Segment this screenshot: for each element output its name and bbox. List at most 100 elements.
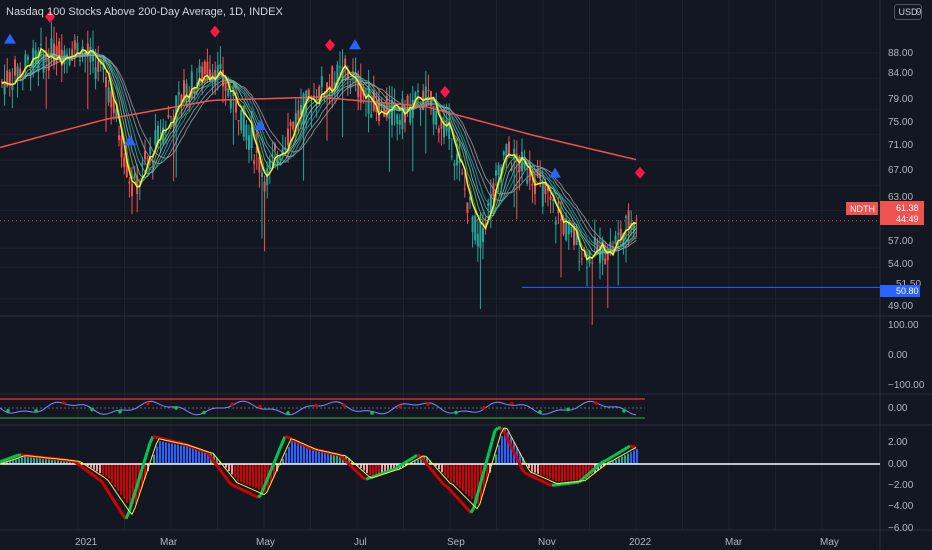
histogram-bar <box>237 464 239 482</box>
candle-body <box>560 219 562 221</box>
ribbon-line <box>1 49 637 259</box>
candle-body <box>554 221 557 225</box>
signal-up-triangle <box>254 119 266 130</box>
histogram-bar <box>132 464 134 504</box>
wave-segment <box>5 457 10 462</box>
currency-button[interactable]: USD <box>894 4 922 20</box>
price-tick: 88.00 <box>888 48 913 59</box>
time-label: 2022 <box>629 537 652 548</box>
candle-body <box>149 147 152 154</box>
wave-segment <box>308 446 313 451</box>
candle-body <box>6 70 9 87</box>
candle-body <box>424 86 427 99</box>
wave-segment <box>448 488 455 495</box>
wave-segment <box>245 490 250 495</box>
wave-segment <box>11 454 16 459</box>
histogram-bar <box>495 454 497 464</box>
price-tick: 67.00 <box>888 165 913 176</box>
wave-segment <box>74 460 79 466</box>
candle-body <box>591 262 594 264</box>
candle-body <box>157 125 159 143</box>
histogram-bar <box>540 464 542 476</box>
candle-body <box>344 58 347 67</box>
candle-body <box>105 76 107 88</box>
wave-segment <box>130 491 137 503</box>
wave-segment <box>100 481 107 488</box>
candle-body <box>458 160 461 163</box>
candle-body <box>50 38 53 56</box>
momentum-pane[interactable] <box>0 426 880 520</box>
candle-body <box>115 108 118 119</box>
price-axis[interactable]: 88.00 84.00 79.00 75.00 71.00 67.00 63.0… <box>888 7 922 312</box>
stoch-dot <box>398 404 402 409</box>
signal-up-triangle <box>124 135 136 146</box>
wave-segment <box>191 445 196 450</box>
histogram-bar <box>213 454 215 464</box>
wave-segment <box>545 481 550 486</box>
histogram-bar <box>588 464 590 477</box>
histogram-bar <box>306 446 308 464</box>
wave-segment <box>377 472 382 477</box>
wave-segment <box>371 474 376 479</box>
main-price-pane[interactable] <box>0 10 880 325</box>
stoch-dot <box>342 403 346 408</box>
candle-body <box>606 249 609 261</box>
pane2-tick: −100.00 <box>888 380 925 391</box>
wave-segment <box>194 446 199 451</box>
histogram-bar <box>579 464 581 480</box>
wave-segment <box>608 455 613 461</box>
candle-body <box>370 114 373 118</box>
histogram-bar <box>126 464 128 503</box>
wave-segment <box>8 455 13 460</box>
histogram-bar <box>276 464 278 472</box>
histogram-bar <box>228 464 230 471</box>
stoch-dot <box>286 411 290 415</box>
histogram-bar <box>528 464 530 469</box>
candle-body <box>250 127 253 149</box>
stochastic-pane[interactable] <box>0 398 645 419</box>
candle-body <box>523 159 526 169</box>
ribbon-line <box>1 54 637 250</box>
wave-segment <box>251 493 256 498</box>
wave-segment <box>271 457 278 466</box>
candle-body <box>94 67 97 79</box>
time-axis[interactable]: 2021 Mar May Jul Sep Nov 2022 Mar May <box>75 537 839 548</box>
wave-segment <box>248 491 253 496</box>
wave-segment <box>106 490 113 497</box>
candle-body <box>107 87 110 103</box>
wave-segment <box>170 439 175 444</box>
candle-body <box>216 65 219 77</box>
histogram-bar <box>333 454 335 464</box>
pane2-axis: 100.00 0.00 −100.00 <box>888 320 925 391</box>
wave-segment <box>398 463 403 468</box>
candle-body <box>170 116 172 118</box>
histogram-bar <box>393 464 395 471</box>
stoch-dot <box>594 401 598 405</box>
candle-body <box>292 121 295 130</box>
wave-segment <box>436 476 443 483</box>
pane3-axis: 0.00 <box>888 403 908 414</box>
histogram-bar <box>336 454 338 464</box>
support-price-value: 50.80 <box>896 286 919 296</box>
candle-body <box>8 72 11 86</box>
time-label: Mar <box>160 537 178 548</box>
fast-ma-line <box>1 47 637 261</box>
histogram-bar <box>366 464 368 473</box>
wave-segment <box>362 476 367 481</box>
candle-body <box>3 81 6 95</box>
wave-segment <box>443 483 448 488</box>
candle-body <box>16 66 19 79</box>
histogram-bar <box>240 464 242 483</box>
histogram-bar <box>507 431 509 464</box>
wave-segment <box>214 463 221 470</box>
histogram-bar <box>141 464 143 488</box>
candle-body <box>235 97 237 113</box>
histogram-bar <box>198 449 200 464</box>
candle-body <box>219 63 222 70</box>
histogram-bar <box>600 464 602 469</box>
candle-body <box>128 181 131 184</box>
histogram-bar <box>177 444 179 464</box>
histogram-bar <box>6 462 8 464</box>
wave-segment <box>305 444 310 449</box>
histogram-bar <box>387 464 389 473</box>
